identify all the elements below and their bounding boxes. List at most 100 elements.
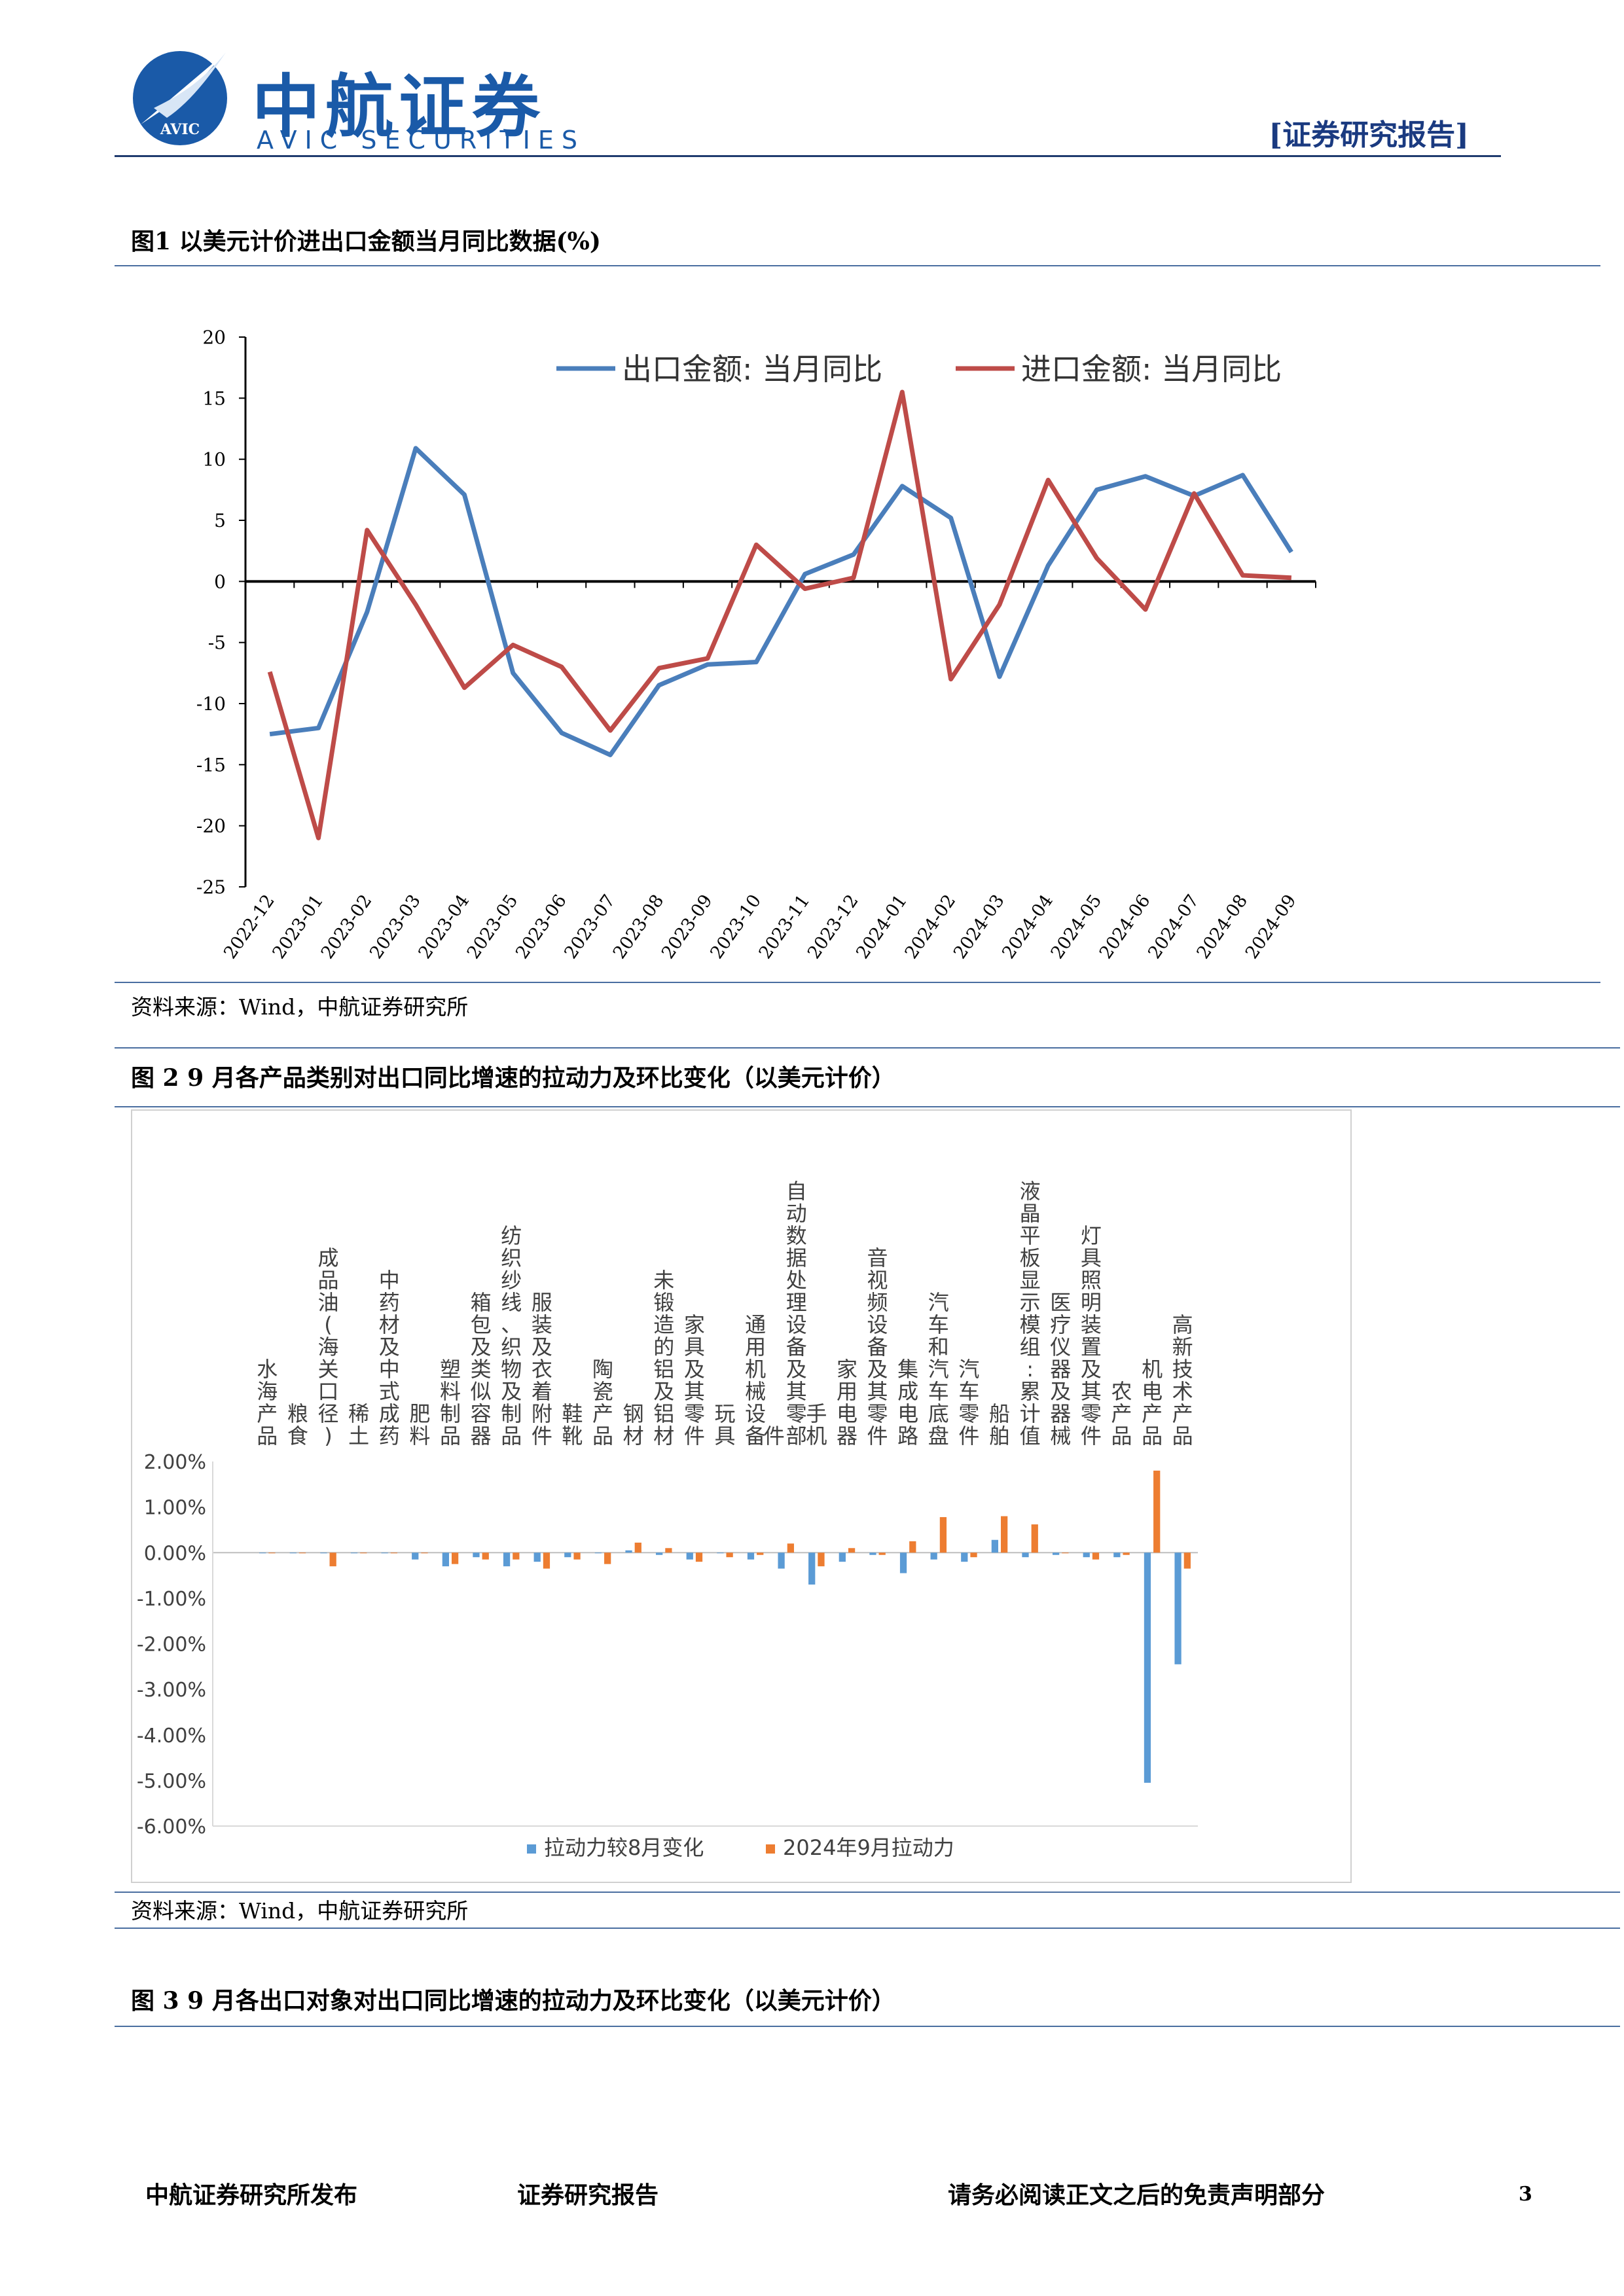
logo: AVIC <box>128 46 232 151</box>
bar <box>289 1552 297 1554</box>
category-label: 汽车零件 <box>958 1357 979 1448</box>
y-tick-label: 0 <box>214 571 226 592</box>
category-label: 肥料 <box>409 1401 430 1448</box>
category-label: 机电产品 <box>1142 1357 1163 1448</box>
bar <box>808 1552 816 1585</box>
bar <box>848 1548 856 1553</box>
y-tick-label: 10 <box>202 449 226 471</box>
category-label: 家用电器 <box>837 1357 857 1448</box>
bar <box>747 1552 755 1560</box>
bar <box>543 1552 550 1569</box>
category-label: 纺织纱线、织物及制品 <box>501 1223 522 1448</box>
category-label: 中药材及中式成药 <box>379 1268 400 1448</box>
figure3-top-rule <box>115 2026 1620 2027</box>
bar <box>594 1552 602 1554</box>
y-tick-label: -25 <box>196 876 226 898</box>
svg-text:AVIC: AVIC <box>160 121 200 138</box>
category-label: 医疗仪器及器械 <box>1050 1290 1071 1448</box>
bar <box>787 1543 794 1553</box>
bar <box>1123 1552 1130 1555</box>
bar <box>634 1542 641 1553</box>
footer-publisher: 中航证券研究所发布 <box>145 2181 358 2209</box>
figure1-bottom-rule <box>115 982 1600 983</box>
figure2-source-rule <box>115 1928 1620 1929</box>
figure2-top-rule <box>115 1106 1620 1107</box>
bar <box>961 1552 968 1562</box>
category-label: 农产品 <box>1111 1379 1132 1448</box>
category-label: 服装及衣着附件 <box>532 1290 552 1448</box>
category-label: 陶瓷产品 <box>592 1357 613 1448</box>
figure1-source: 资料来源：Wind，中航证券研究所 <box>131 994 469 1020</box>
footer-disclaimer: 请务必阅读正文之后的免责声明部分 <box>948 2181 1326 2209</box>
category-label: 鞋靴 <box>562 1401 583 1448</box>
bar <box>1022 1552 1029 1558</box>
category-label: 音视频设备及其零件 <box>867 1246 888 1448</box>
legend-swatch <box>766 1844 775 1854</box>
bar <box>1174 1552 1182 1664</box>
category-label: 钢材 <box>623 1401 644 1448</box>
bar <box>665 1548 672 1553</box>
figure2-frame <box>131 1109 1352 1883</box>
bar <box>533 1552 541 1562</box>
category-label: 成品油(海关口径) <box>318 1246 339 1448</box>
category-label: 箱包及类似容器 <box>471 1290 492 1448</box>
bar <box>513 1552 520 1560</box>
figure1-title: 图1 以美元计价进出口金额当月同比数据(%) <box>131 228 601 255</box>
bar <box>909 1541 916 1553</box>
bar <box>1144 1552 1151 1783</box>
category-label: 玩具 <box>714 1401 735 1448</box>
bar <box>390 1552 398 1554</box>
category-label: 集成电路 <box>897 1357 918 1448</box>
figure2-bottom-rule <box>115 1892 1620 1893</box>
bar <box>930 1552 937 1560</box>
bar <box>564 1552 571 1558</box>
y-tick-label: -2.00% <box>137 1634 206 1657</box>
y-tick-label: -20 <box>196 816 226 837</box>
category-label: 稀土 <box>348 1401 369 1448</box>
bar <box>503 1552 511 1567</box>
figure1-source-rule <box>115 1047 1620 1049</box>
y-tick-label: 0.00% <box>144 1542 206 1565</box>
legend-label: 拉动力较8月变化 <box>544 1835 704 1860</box>
y-tick-label: -6.00% <box>137 1816 206 1839</box>
bar <box>869 1552 876 1555</box>
legend-swatch <box>527 1844 536 1854</box>
y-tick-label: -15 <box>196 754 226 776</box>
bar <box>1052 1552 1060 1555</box>
bar <box>298 1552 306 1554</box>
header-rule <box>115 155 1501 157</box>
category-label: 塑料制品 <box>440 1357 461 1448</box>
figure2-title: 图 2 9 月各产品类别对出口同比增速的拉动力及环比变化（以美元计价） <box>131 1064 895 1092</box>
y-tick-label: 15 <box>202 387 226 409</box>
legend-label: 进口金额: 当月同比 <box>1021 351 1282 387</box>
bar <box>717 1552 724 1554</box>
figure1-top-rule <box>115 265 1600 266</box>
series-line <box>267 389 1292 840</box>
category-label: 汽车和汽车底盘 <box>928 1290 949 1448</box>
bar <box>604 1552 611 1564</box>
bar <box>360 1552 367 1554</box>
bar <box>412 1552 419 1560</box>
bar <box>442 1552 449 1567</box>
figure3-title: 图 3 9 月各出口对象对出口同比增速的拉动力及环比变化（以美元计价） <box>131 1987 895 2015</box>
category-label: 自动数据处理设备及其零部件 <box>764 1179 807 1448</box>
bar <box>970 1552 977 1558</box>
footer-report-type: 证券研究报告 <box>517 2181 659 2209</box>
bar <box>1153 1470 1161 1553</box>
bar <box>350 1552 358 1554</box>
report-type-tag: [证券研究报告] <box>1269 118 1469 152</box>
bar <box>473 1552 480 1558</box>
bar <box>329 1552 336 1567</box>
bar <box>1083 1552 1090 1558</box>
category-label: 船舶 <box>989 1401 1010 1448</box>
bar <box>451 1552 459 1564</box>
bar <box>259 1552 266 1554</box>
bar <box>991 1539 999 1553</box>
y-tick-label: 20 <box>202 327 226 348</box>
bar <box>625 1550 632 1553</box>
legend-label: 出口金额: 当月同比 <box>622 351 882 387</box>
bar <box>573 1552 581 1560</box>
bar <box>686 1552 693 1560</box>
y-tick-label: -10 <box>196 693 226 715</box>
